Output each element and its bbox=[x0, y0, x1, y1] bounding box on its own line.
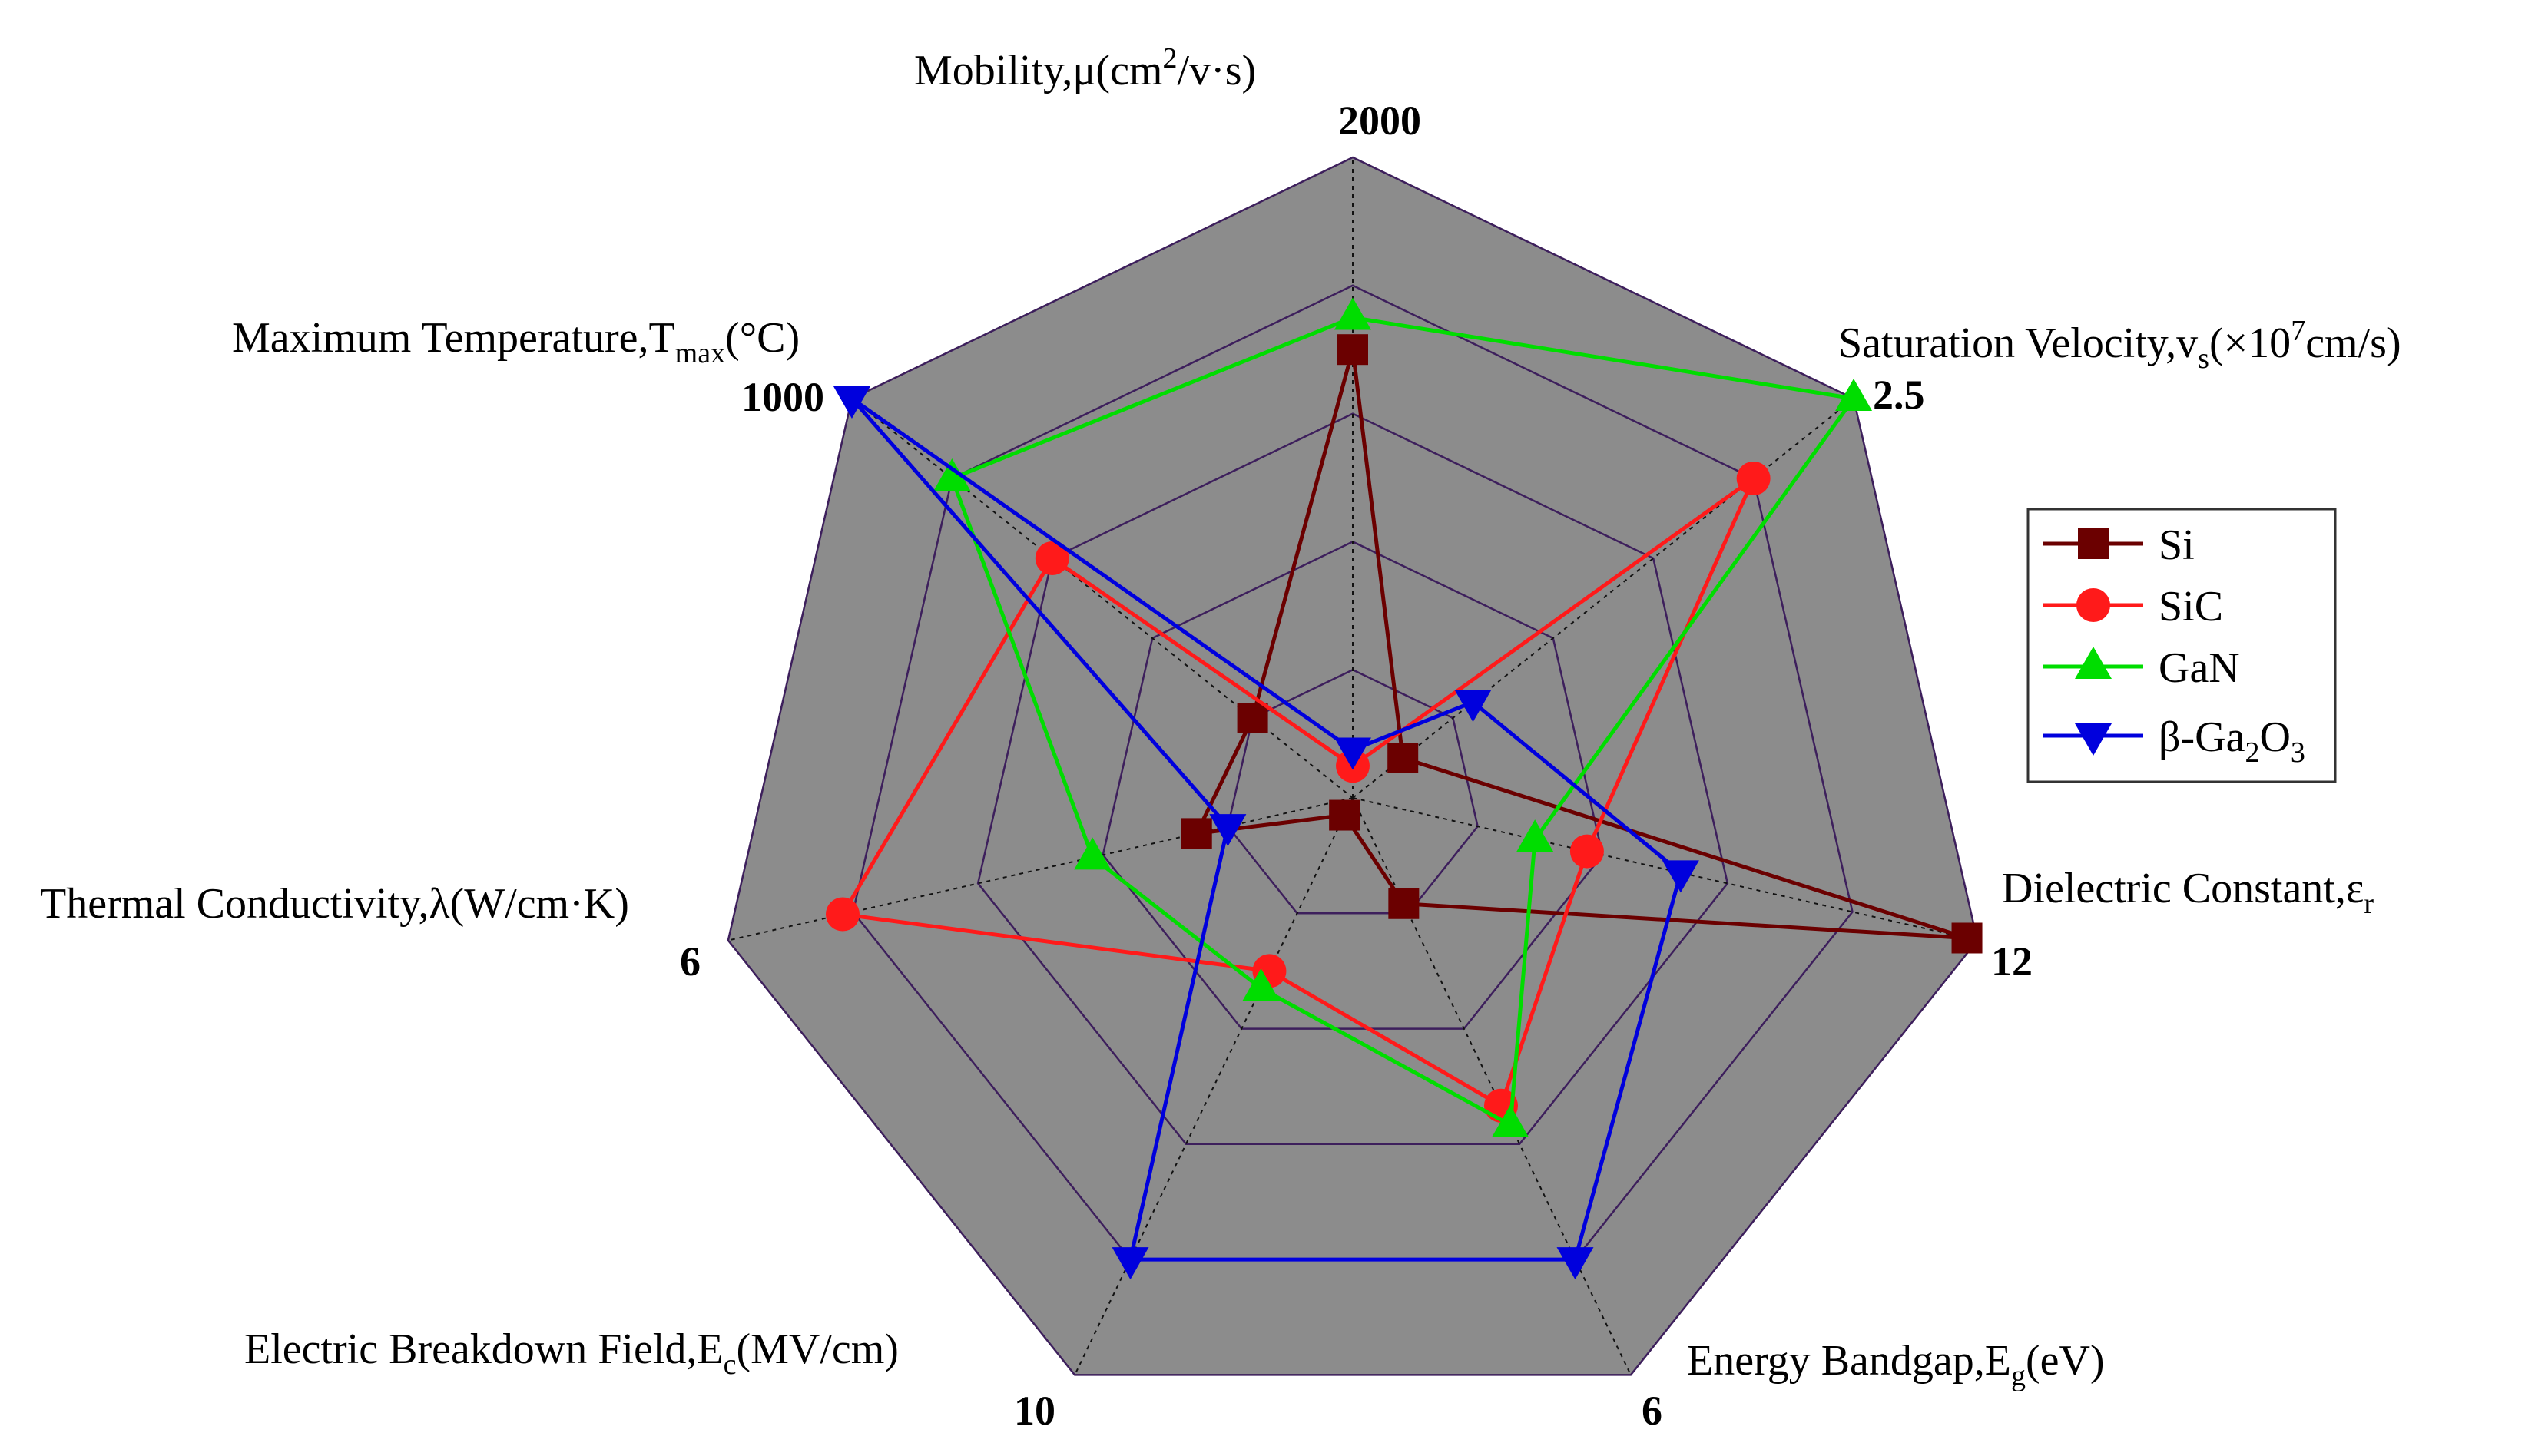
series-layer bbox=[825, 297, 1983, 1280]
data-point-max_temperature bbox=[1035, 541, 1069, 576]
axis-title-thermal-conductivity: Thermal Conductivity,λ(W/cm·K) bbox=[40, 880, 629, 928]
data-point-thermal_conductivity bbox=[1074, 837, 1112, 870]
data-point-thermal_conductivity bbox=[1209, 814, 1247, 847]
data-point-mobility bbox=[1334, 737, 1371, 770]
axis-max-thermal-conductivity: 6 bbox=[680, 938, 701, 984]
axis-spoke-dielectric_constant bbox=[1352, 797, 1978, 941]
legend-label-gan: GaN bbox=[2159, 644, 2240, 692]
axis-spoke-energy_bandgap bbox=[1352, 797, 1632, 1375]
axis-spoke-saturation_velocity bbox=[1352, 398, 1854, 799]
data-point-thermal_conductivity bbox=[825, 897, 860, 932]
series-0 bbox=[1181, 334, 1983, 954]
data-point-dielectric_constant bbox=[1951, 922, 1983, 954]
legend-label-ga2o3: β-Ga2O3 bbox=[2159, 713, 2305, 769]
data-point-saturation_velocity bbox=[1454, 690, 1492, 723]
legend-marker bbox=[2076, 588, 2110, 622]
data-point-breakdown_field bbox=[1112, 1247, 1149, 1280]
grid-ring bbox=[1227, 668, 1479, 915]
data-point-max_temperature bbox=[1237, 703, 1268, 734]
data-point-energy_bandgap bbox=[1388, 888, 1420, 919]
grid-ring bbox=[727, 156, 1979, 1376]
data-point-thermal_conductivity bbox=[1181, 818, 1212, 849]
data-point-dielectric_constant bbox=[1516, 819, 1554, 852]
data-point-mobility bbox=[1337, 334, 1368, 366]
data-point-saturation_velocity bbox=[1387, 743, 1419, 774]
data-point-max_temperature bbox=[933, 458, 971, 491]
legend-marker bbox=[2078, 528, 2109, 559]
data-point-breakdown_field bbox=[1329, 799, 1360, 831]
data-point-max_temperature bbox=[833, 386, 870, 419]
data-point-breakdown_field bbox=[1242, 968, 1280, 1001]
axis-spoke-max_temperature bbox=[851, 398, 1354, 799]
legend-marker bbox=[2075, 723, 2112, 756]
axis-title-max-temperature: Maximum Temperature,Tmax(°C) bbox=[232, 314, 800, 369]
series-line bbox=[1195, 347, 1969, 940]
data-point-dielectric_constant bbox=[1569, 834, 1604, 869]
legend-label-si: Si bbox=[2159, 521, 2195, 569]
data-point-energy_bandgap bbox=[1556, 1247, 1594, 1280]
data-point-dielectric_constant bbox=[1662, 860, 1699, 893]
series-line bbox=[850, 396, 1683, 1262]
legend-label-sic: SiC bbox=[2159, 583, 2223, 630]
axis-max-energy-bandgap: 6 bbox=[1642, 1388, 1662, 1434]
series-line bbox=[840, 476, 1756, 1108]
axis-max-mobility: 2000 bbox=[1338, 98, 1421, 144]
data-point-saturation_velocity bbox=[1835, 379, 1873, 412]
grid-ring bbox=[1102, 541, 1604, 1030]
legend-marker bbox=[2075, 647, 2112, 679]
legend: Si SiC GaN β-Ga2O3 bbox=[2026, 508, 2337, 783]
axis-max-max-temperature: 1000 bbox=[741, 374, 824, 420]
axis-max-dielectric-constant: 12 bbox=[1991, 938, 2033, 984]
series-3 bbox=[833, 386, 1699, 1280]
axis-max-saturation-velocity: 2.5 bbox=[1873, 372, 1925, 418]
axis-title-energy-bandgap: Energy Bandgap,Eg(eV) bbox=[1687, 1337, 2105, 1392]
data-point-mobility bbox=[1334, 297, 1371, 330]
data-point-saturation_velocity bbox=[1736, 462, 1771, 496]
axis-max-breakdown-field: 10 bbox=[1014, 1388, 1055, 1434]
axis-title-breakdown-field: Electric Breakdown Field,Ec(MV/cm) bbox=[244, 1325, 899, 1381]
axis-title-mobility: Mobility,μ(cm2/v·s) bbox=[914, 42, 1256, 94]
data-point-energy_bandgap bbox=[1492, 1104, 1529, 1137]
axis-title-dielectric-constant: Dielectric Constant,εr bbox=[2002, 865, 2374, 920]
axis-spoke-breakdown_field bbox=[1074, 797, 1354, 1375]
axis-title-saturation-velocity: Saturation Velocity,vs(×107cm/s) bbox=[1838, 315, 2401, 375]
